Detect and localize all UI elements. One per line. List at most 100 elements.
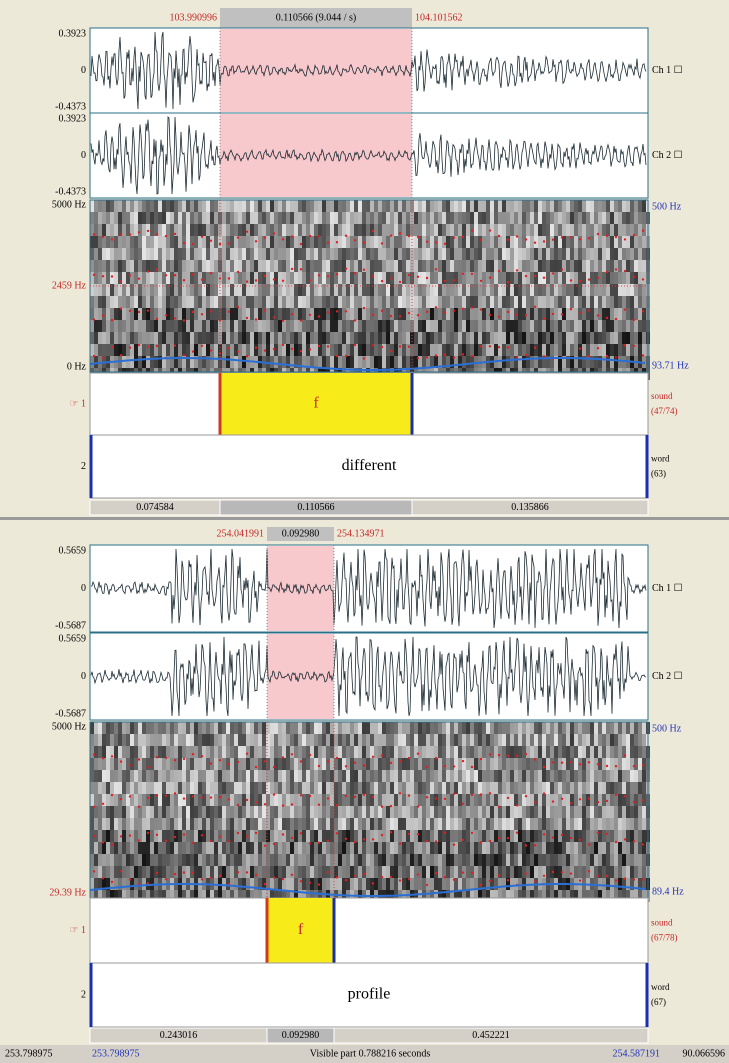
spectrogram-cell xyxy=(414,782,418,794)
spectrogram-cell xyxy=(538,248,542,260)
spectrogram-cell xyxy=(642,272,646,284)
spectrogram-cell xyxy=(538,770,542,782)
formant-dot xyxy=(471,766,473,768)
spectrogram-cell xyxy=(470,236,474,248)
spectrogram-cell xyxy=(578,332,582,344)
spectrogram-cell xyxy=(106,806,110,818)
spectrogram-cell xyxy=(402,224,406,236)
spectrogram-cell xyxy=(382,818,386,830)
spectrogram-cell xyxy=(594,818,598,830)
spectrogram-cell xyxy=(126,818,130,830)
spectrogram-cell xyxy=(338,200,342,212)
spectrogram-cell xyxy=(414,830,418,842)
spectrogram-cell xyxy=(358,260,362,272)
spectrogram-cell xyxy=(574,224,578,236)
spectrogram-cell xyxy=(422,842,426,854)
spectrogram-cell xyxy=(242,746,246,758)
spectrogram-cell xyxy=(538,806,542,818)
spectrogram-cell xyxy=(470,818,474,830)
spectrogram-cell xyxy=(526,308,530,320)
spectrogram-cell xyxy=(230,746,234,758)
spectrogram-cell xyxy=(438,308,442,320)
spectrogram-cell xyxy=(390,308,394,320)
spectrogram-cell xyxy=(238,770,242,782)
spectrogram-cell xyxy=(318,356,322,368)
spectrogram-cell xyxy=(462,260,466,272)
spectrogram-cell xyxy=(522,770,526,782)
spectrogram-cell xyxy=(618,308,622,320)
spectrogram-cell xyxy=(106,260,110,272)
spectrogram-cell xyxy=(362,806,366,818)
spectrogram-cell xyxy=(558,224,562,236)
spectrogram-cell xyxy=(478,854,482,866)
spectrogram-cell xyxy=(258,248,262,260)
spectrogram-cell xyxy=(386,830,390,842)
spectrogram-cell xyxy=(282,260,286,272)
spectrogram-cell xyxy=(186,782,190,794)
spectrogram-cell xyxy=(282,770,286,782)
spectrogram-cell xyxy=(578,842,582,854)
spectrogram-cell xyxy=(314,308,318,320)
spectrogram-cell xyxy=(502,854,506,866)
spectrogram-cell xyxy=(522,320,526,332)
spectrogram-cell xyxy=(378,236,382,248)
spectrogram-cell xyxy=(414,248,418,260)
spectrogram-cell xyxy=(502,356,506,368)
formant-dot xyxy=(642,799,644,801)
spectrogram-cell xyxy=(398,296,402,308)
spectrogram-cell xyxy=(374,200,378,212)
tier-name: sound xyxy=(651,918,673,928)
spectrogram-cell xyxy=(618,272,622,284)
spectrogram-cell xyxy=(114,248,118,260)
spectrogram-cell xyxy=(134,224,138,236)
spectrogram-cell xyxy=(618,794,622,806)
spectrogram-cell xyxy=(170,212,174,224)
spectrogram-cell xyxy=(274,332,278,344)
spectrogram-cell xyxy=(606,236,610,248)
spectrogram-cell xyxy=(154,842,158,854)
spectrogram-cell xyxy=(610,746,614,758)
spectrogram-cell xyxy=(178,272,182,284)
spectrogram-cell xyxy=(126,236,130,248)
formant-dot xyxy=(417,805,419,807)
spectrogram-cell xyxy=(602,320,606,332)
spectrogram-cell xyxy=(634,260,638,272)
spectrogram-cell xyxy=(446,260,450,272)
formant-dot xyxy=(417,753,419,755)
formant-dot xyxy=(480,308,482,310)
spectrogram-cell xyxy=(118,236,122,248)
spectrogram-cell xyxy=(310,734,314,746)
spectrogram-cell xyxy=(426,308,430,320)
spectrogram-cell xyxy=(370,854,374,866)
formant-dot xyxy=(408,312,410,314)
formant-dot xyxy=(570,872,572,874)
spectrogram-cell xyxy=(250,734,254,746)
spectrogram-cell xyxy=(406,248,410,260)
formant-dot xyxy=(138,839,140,841)
spectrogram-cell xyxy=(478,236,482,248)
spectrogram-cell xyxy=(458,200,462,212)
spectrogram-cell xyxy=(442,320,446,332)
spectrogram-cell xyxy=(226,770,230,782)
spectrogram-cell xyxy=(426,224,430,236)
spectrogram-cell xyxy=(358,248,362,260)
spectrogram-cell xyxy=(110,866,114,878)
spectrogram-cell xyxy=(590,332,594,344)
spectrogram-cell xyxy=(526,236,530,248)
formant-dot xyxy=(93,274,95,276)
spectrogram-cell xyxy=(126,758,130,770)
spectrogram-cell xyxy=(386,248,390,260)
spectrogram-cell xyxy=(330,248,334,260)
spectrogram-cell xyxy=(634,308,638,320)
spectrogram-cell xyxy=(534,224,538,236)
spectrogram-cell xyxy=(350,854,354,866)
spectrogram-cell xyxy=(282,200,286,212)
spectrogram-cell xyxy=(542,758,546,770)
spectrogram-cell xyxy=(486,818,490,830)
spectrogram-cell xyxy=(414,332,418,344)
spectrogram-cell xyxy=(202,332,206,344)
tier-number: 2 xyxy=(81,461,86,472)
spectrogram-cell xyxy=(150,818,154,830)
spectrogram-cell xyxy=(502,806,506,818)
spectrogram-cell xyxy=(546,212,550,224)
